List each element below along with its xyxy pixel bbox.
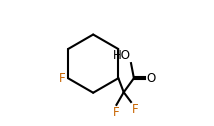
Text: F: F (58, 72, 65, 85)
Text: HO: HO (113, 49, 131, 62)
Text: F: F (113, 106, 119, 119)
Text: O: O (146, 72, 156, 85)
Text: F: F (132, 103, 139, 116)
